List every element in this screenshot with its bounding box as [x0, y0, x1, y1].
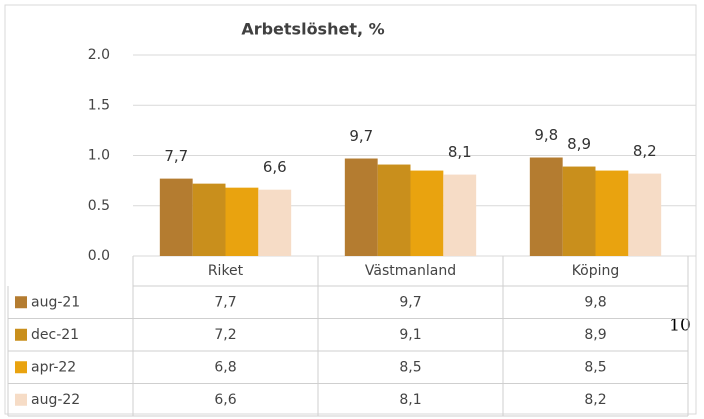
x-tick-label: Köping	[572, 263, 620, 279]
y-tick-label: 0.5	[88, 198, 110, 214]
legend-label: aug-22	[31, 392, 80, 408]
bar	[377, 164, 411, 256]
bar	[595, 170, 629, 256]
data-label: 9,8	[534, 126, 558, 144]
data-label: 8,1	[448, 143, 472, 161]
legend-swatch	[15, 393, 27, 406]
bar	[529, 157, 563, 256]
y-tick-label: 0.0	[88, 248, 110, 264]
table-cell: 7,2	[214, 327, 236, 343]
y-tick-label: 2.0	[88, 47, 110, 63]
bar	[344, 158, 378, 256]
table-cell: 9,8	[584, 294, 606, 310]
legend-label: aug-21	[31, 294, 80, 310]
data-label: 9,7	[349, 127, 373, 145]
legend-label: dec-21	[31, 327, 79, 343]
table-cell: 9,1	[399, 327, 421, 343]
bar	[258, 189, 292, 256]
bar	[628, 173, 662, 256]
data-label: 7,7	[164, 147, 188, 165]
bar	[192, 183, 226, 256]
x-tick-label: Riket	[208, 263, 244, 279]
data-label: 6,6	[263, 158, 287, 176]
data-label: 8,9	[567, 135, 591, 153]
legend-swatch	[15, 328, 27, 341]
bar	[159, 178, 193, 256]
marginal-text: 10	[669, 316, 691, 336]
legend-label: apr-22	[31, 359, 76, 375]
y-tick-label: 1.5	[88, 97, 110, 113]
bar	[443, 174, 477, 256]
table-cell: 6,6	[214, 392, 236, 408]
table-cell: 8,5	[584, 359, 606, 375]
chart-title: Arbetslöshet, %	[241, 20, 384, 39]
bar	[410, 170, 444, 256]
legend-swatch	[15, 361, 27, 374]
bar	[225, 187, 259, 256]
table-cell: 8,1	[399, 392, 421, 408]
table-cell: 6,8	[214, 359, 236, 375]
bar	[562, 166, 596, 256]
table-cell: 8,5	[399, 359, 421, 375]
y-tick-label: 1.0	[88, 148, 110, 164]
legend-swatch	[15, 296, 27, 309]
data-label: 8,2	[633, 142, 657, 160]
table-cell: 9,7	[399, 294, 421, 310]
table-cell: 8,2	[584, 392, 606, 408]
x-tick-label: Västmanland	[365, 263, 456, 279]
table-cell: 7,7	[214, 294, 236, 310]
table-cell: 8,9	[584, 327, 606, 343]
